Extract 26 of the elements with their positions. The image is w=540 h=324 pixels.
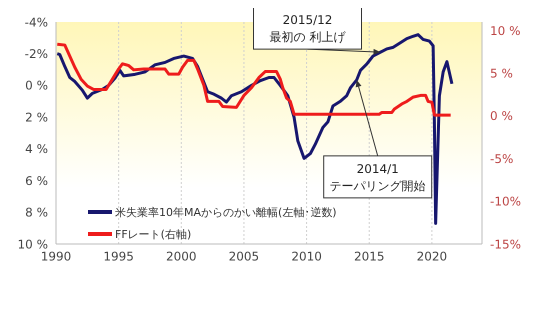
y-tick-label: 8 % [25, 206, 48, 220]
y2-tick-label: -5% [490, 152, 514, 166]
x-tick-label: 2010 [291, 250, 322, 264]
y-tick-label: -2% [24, 46, 48, 61]
y2-tick-label: -10% [490, 194, 522, 209]
x-tick-label: 2020 [416, 250, 448, 264]
y2-tick-label: 5 % [490, 66, 513, 80]
line-series [56, 42, 452, 117]
y-tick-label: 4 % [25, 142, 48, 156]
x-tick-label: 1990 [40, 250, 72, 264]
y-tick-label: 10 % [18, 237, 48, 252]
x-tick-label: 2000 [166, 250, 197, 264]
y2-tick-label: 0 % [490, 109, 513, 124]
y-tick-label: 2 % [25, 110, 48, 124]
annotation: 2014/1 テーパリング開始 [330, 162, 426, 193]
y-tick-label: 6 % [25, 174, 48, 188]
x-tick-label: 1995 [103, 250, 134, 264]
x-tick-label: 2005 [228, 250, 260, 264]
y2-tick-label: -15% [490, 237, 522, 252]
annotation: 2015/12 最初の 利上げ [270, 13, 346, 44]
legend-label: 米失業率10年MAからのかい離幅(左軸･逆数) [115, 204, 337, 220]
x-tick-label: 2015 [354, 250, 385, 264]
y-tick-label: 0 % [25, 78, 48, 93]
y2-tick-label: 10 % [490, 24, 520, 38]
legend-label: FFレート(右軸) [115, 226, 192, 242]
y-tick-label: -4% [24, 15, 48, 30]
